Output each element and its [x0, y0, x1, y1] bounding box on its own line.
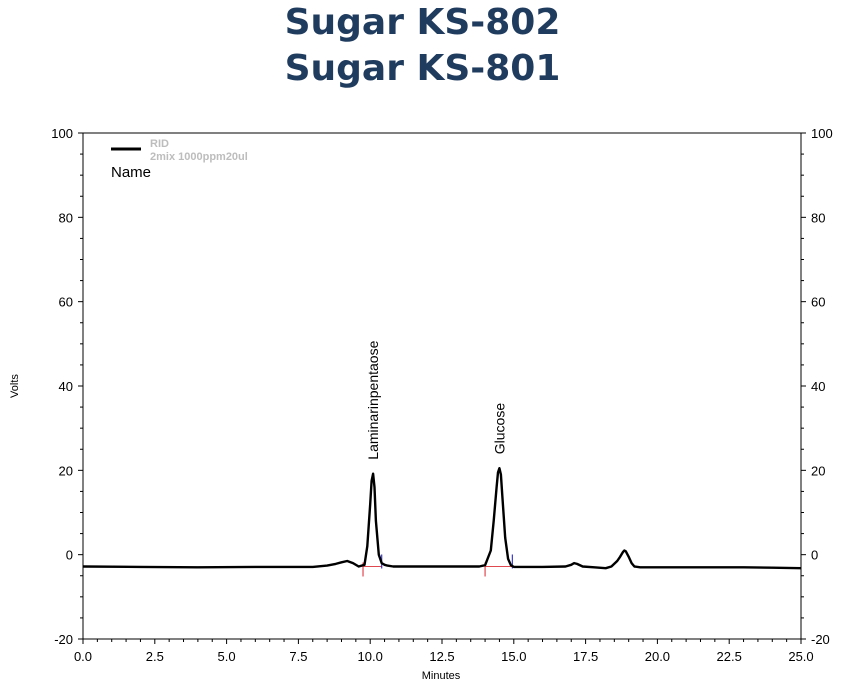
x-tick-label: 22.5: [717, 649, 742, 664]
chart-title-line1: Sugar KS-802: [284, 2, 561, 43]
y-tick-label-right: 60: [811, 295, 825, 310]
y-tick-label-right: 20: [811, 463, 825, 478]
x-tick-label: 25.0: [788, 649, 813, 664]
legend-header: Name: [111, 164, 151, 181]
x-tick-label: 2.5: [146, 649, 164, 664]
x-tick-label: 5.0: [218, 649, 236, 664]
y-tick-label-right: 40: [811, 379, 825, 394]
y-tick-label-left: 100: [51, 126, 73, 141]
legend-series-line2: 2mix 1000ppm20ul: [150, 151, 248, 163]
y-tick-label-right: -20: [811, 632, 830, 647]
y-tick-label-right: 100: [811, 126, 833, 141]
y-tick-label-left: 0: [66, 548, 73, 563]
chart-title-line2: Sugar KS-801: [284, 48, 561, 89]
x-tick-label: 0.0: [74, 649, 92, 664]
x-axis-label: Minutes: [422, 670, 461, 682]
y-tick-label-right: 80: [811, 210, 825, 225]
y-tick-label-right: 0: [811, 548, 818, 563]
y-tick-label-left: 80: [59, 210, 73, 225]
y-tick-label-left: -20: [54, 632, 73, 647]
plot-frame: [82, 132, 802, 640]
y-axis-label: Volts: [9, 374, 21, 398]
series-line: [82, 467, 802, 570]
x-tick-label: 10.0: [358, 649, 383, 664]
y-tick-label-left: 60: [59, 295, 73, 310]
y-tick-label-left: 40: [59, 379, 73, 394]
legend-series-line1: RID: [150, 138, 169, 150]
x-tick-label: 20.0: [645, 649, 670, 664]
peak-label: Laminarinpentaose: [365, 340, 381, 459]
x-tick-label: 7.5: [289, 649, 307, 664]
x-tick-label: 15.0: [501, 649, 526, 664]
peak-label: Glucose: [491, 403, 507, 455]
x-tick-label: 12.5: [429, 649, 454, 664]
x-tick-label: 17.5: [573, 649, 598, 664]
y-tick-label-left: 20: [59, 463, 73, 478]
